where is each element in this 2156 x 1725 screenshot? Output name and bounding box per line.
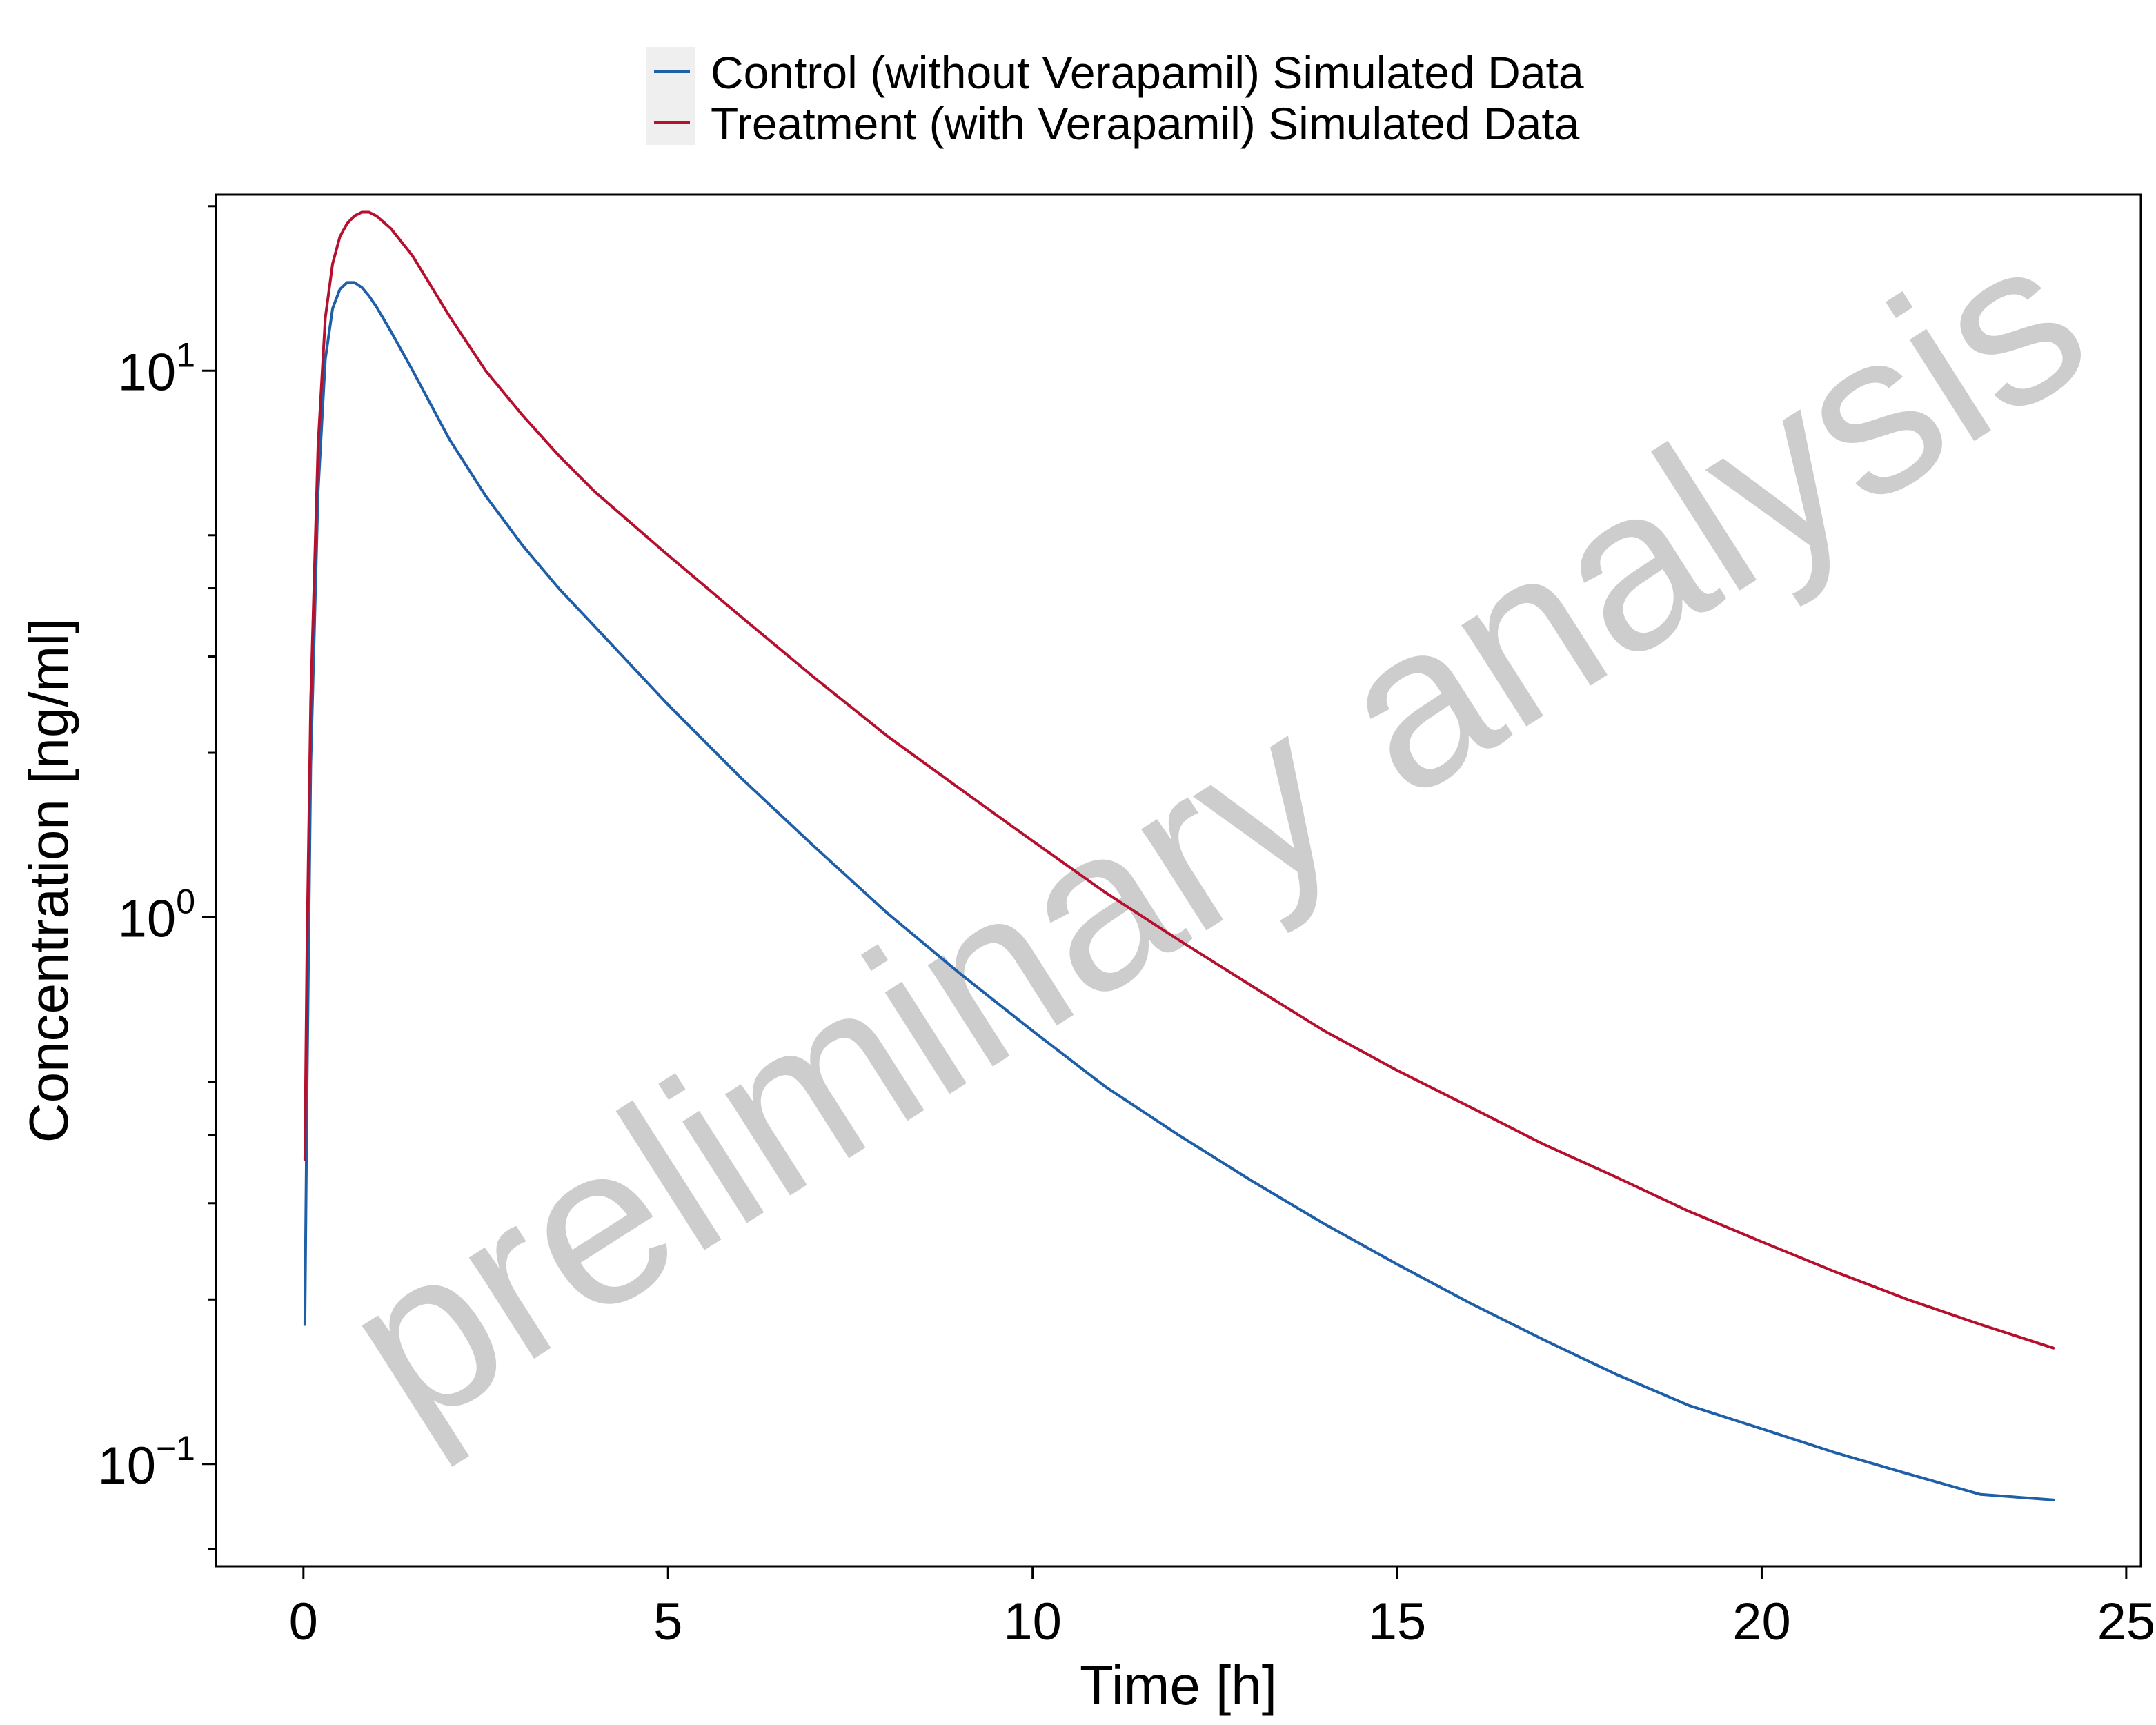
series-line-treatment (303, 210, 2055, 1350)
x-axis: 0 5 10 15 20 25 (289, 1566, 2155, 1651)
plot-panel-border (215, 193, 2142, 1568)
series-line-control (303, 281, 2055, 1501)
x-tick-label: 0 (289, 1593, 318, 1651)
legend-label-treatment: Treatment (with Verapamil) Simulated Dat… (711, 98, 1580, 149)
x-tick-label: 15 (1368, 1593, 1427, 1651)
y-tick-label: 100 (118, 883, 195, 949)
series-layer (303, 210, 2055, 1501)
legend: Control (without Verapamil) Simulated Da… (646, 47, 1584, 149)
y-axis-title: Concentration [ng/ml] (18, 618, 79, 1143)
legend-key-background (646, 47, 695, 145)
x-tick-label: 25 (2097, 1593, 2156, 1651)
y-tick-label: 10−1 (97, 1429, 195, 1495)
x-axis-title: Time [h] (1080, 1655, 1277, 1716)
y-axis: 10−1 100 101 (97, 205, 216, 1550)
x-tick-label: 20 (1732, 1593, 1791, 1651)
x-tick-label: 10 (1003, 1593, 1062, 1651)
legend-label-control: Control (without Verapamil) Simulated Da… (711, 47, 1584, 98)
x-tick-label: 5 (653, 1593, 682, 1651)
y-tick-label: 101 (118, 335, 195, 402)
